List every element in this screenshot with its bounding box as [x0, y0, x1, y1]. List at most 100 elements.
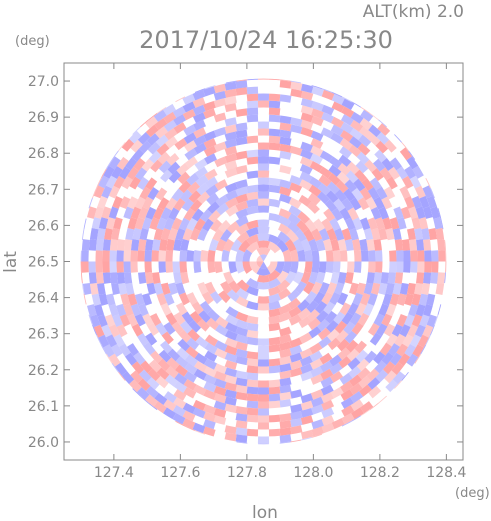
reflectivity-cell: [279, 355, 292, 366]
reflectivity-cell: [418, 217, 429, 230]
reflectivity-cell: [198, 310, 211, 323]
reflectivity-cell: [388, 166, 401, 180]
reflectivity-cell: [320, 127, 334, 139]
reflectivity-cell: [297, 211, 311, 224]
reflectivity-cell: [111, 282, 121, 295]
reflectivity-cell: [309, 176, 323, 189]
reflectivity-cell: [412, 165, 424, 179]
reflectivity-cell: [321, 422, 335, 434]
reflectivity-cell: [339, 146, 353, 159]
reflectivity-cell: [347, 357, 361, 370]
reflectivity-cell: [235, 136, 248, 146]
reflectivity-cell: [289, 249, 299, 262]
reflectivity-cell: [401, 239, 411, 251]
reflectivity-cell: [178, 329, 192, 343]
reflectivity-cell: [304, 219, 318, 233]
reflectivity-cell: [98, 293, 109, 306]
reflectivity-cell: [224, 403, 237, 413]
reflectivity-cell: [326, 228, 338, 241]
reflectivity-cell: [257, 163, 270, 171]
reflectivity-cell: [426, 293, 436, 306]
reflectivity-cell: [421, 228, 431, 241]
reflectivity-cell: [323, 238, 333, 252]
reflectivity-cell: [154, 392, 168, 406]
reflectivity-cell: [311, 404, 324, 415]
x-axis-label: lon: [252, 503, 278, 521]
reflectivity-cell: [235, 129, 248, 139]
reflectivity-cell: [235, 186, 248, 197]
reflectivity-cell: [173, 197, 186, 211]
reflectivity-cell: [331, 93, 345, 105]
reflectivity-cell: [130, 239, 140, 251]
reflectivity-cell: [299, 156, 313, 168]
reflectivity-cell: [163, 399, 177, 412]
reflectivity-cell: [203, 108, 216, 119]
reflectivity-cell: [330, 386, 344, 399]
reflectivity-cell: [172, 106, 186, 118]
reflectivity-cell: [417, 334, 429, 348]
reflectivity-cell: [317, 327, 331, 341]
reflectivity-cell: [182, 101, 196, 113]
reflectivity-cell: [344, 330, 358, 344]
reflectivity-cell: [168, 282, 178, 296]
reflectivity-cell: [160, 282, 171, 296]
reflectivity-cell: [349, 136, 363, 149]
reflectivity-cell: [220, 281, 233, 294]
reflectivity-cell: [299, 355, 313, 367]
reflectivity-cell: [404, 166, 416, 180]
reflectivity-cell: [394, 272, 404, 284]
reflectivity-cell: [349, 128, 363, 141]
y-tick-label: 27.0: [28, 74, 59, 90]
reflectivity-cell: [318, 336, 332, 349]
reflectivity-cell: [311, 261, 320, 274]
reflectivity-cell: [409, 175, 422, 189]
reflectivity-cell: [257, 219, 270, 227]
reflectivity-cell: [166, 238, 175, 251]
reflectivity-cell: [396, 217, 407, 230]
reflectivity-cell: [315, 271, 326, 285]
reflectivity-cell: [194, 360, 208, 373]
reflectivity-cell: [95, 272, 104, 284]
reflectivity-cell: [347, 207, 359, 221]
reflectivity-cell: [195, 174, 209, 187]
reflectivity-cell: [155, 375, 169, 389]
reflectivity-cell: [235, 413, 248, 422]
reflectivity-cell: [177, 338, 191, 352]
reflectivity-cell: [278, 208, 292, 220]
reflectivity-cell: [303, 228, 315, 242]
reflectivity-cell: [204, 176, 218, 189]
reflectivity-cell: [246, 219, 259, 230]
reflectivity-cell: [142, 293, 153, 306]
reflectivity-cell: [160, 302, 172, 316]
reflectivity-cell: [289, 345, 303, 356]
reflectivity-cell: [366, 272, 375, 285]
reflectivity-cell: [300, 400, 314, 411]
reflectivity-cell: [341, 98, 355, 110]
reflectivity-cell: [375, 140, 389, 154]
reflectivity-cell: [297, 249, 306, 262]
reflectivity-cell: [257, 198, 270, 206]
reflectivity-cell: [308, 271, 319, 285]
reflectivity-cell: [257, 274, 270, 283]
reflectivity-cell: [365, 196, 378, 210]
reflectivity-cell: [257, 78, 270, 80]
y-tick-label: 26.7: [28, 182, 59, 198]
reflectivity-cell: [129, 379, 142, 393]
reflectivity-cell: [356, 358, 370, 372]
reflectivity-cell: [358, 375, 372, 389]
reflectivity-cell: [235, 78, 248, 82]
reflectivity-cell: [422, 185, 434, 199]
reflectivity-cell: [152, 272, 161, 285]
reflectivity-cell: [382, 361, 396, 375]
reflectivity-cell: [213, 407, 227, 418]
reflectivity-cell: [385, 282, 395, 296]
reflectivity-cell: [310, 366, 324, 378]
reflectivity-cell: [94, 206, 105, 219]
reflectivity-cell: [396, 261, 404, 273]
reflectivity-cell: [268, 135, 281, 144]
reflectivity-cell: [102, 250, 110, 262]
reflectivity-cell: [173, 122, 187, 134]
reflectivity-cell: [374, 261, 383, 273]
reflectivity-cell: [364, 350, 377, 364]
reflectivity-cell: [411, 217, 421, 230]
